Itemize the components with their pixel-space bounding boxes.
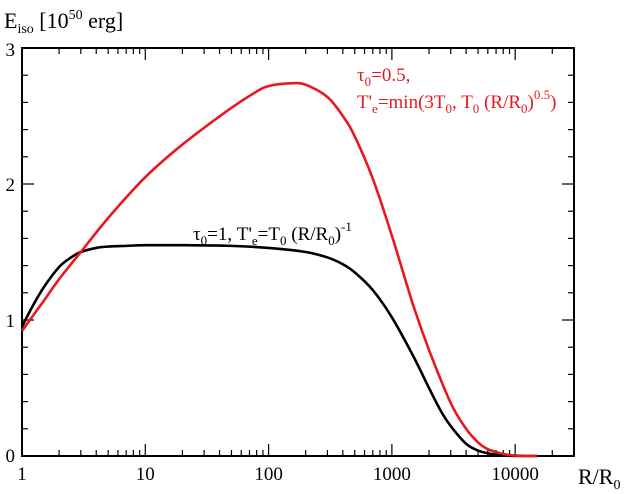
- y-tick-label: 0: [6, 446, 16, 467]
- y-axis-label: Eiso [1050 erg]: [4, 8, 123, 37]
- data-series: [20, 81, 537, 458]
- x-tick-label: 1000: [373, 464, 411, 485]
- y-tick-label: 2: [6, 175, 16, 196]
- x-tick-label: 10: [136, 464, 155, 485]
- series-line-red: [20, 81, 537, 458]
- x-tick-label: 1: [17, 464, 27, 485]
- y-tick-label: 3: [6, 40, 16, 61]
- annotation-black: τ0=1, T'e=T0 (R/R0)-1: [193, 219, 352, 248]
- x-axis-label: R/R0: [578, 464, 620, 493]
- y-tick-label: 1: [6, 311, 16, 332]
- x-tick-label: 100: [254, 464, 283, 485]
- series-line-black: [20, 243, 537, 458]
- axis-ticks: [21, 47, 575, 457]
- x-tick-label: 10000: [491, 464, 539, 485]
- annotation-red-line2: T'e=min(3T0, T0 (R/R0)0.5): [357, 87, 556, 116]
- annotation-red-line1: τ0=0.5,: [357, 65, 410, 89]
- plot-frame: [21, 47, 575, 457]
